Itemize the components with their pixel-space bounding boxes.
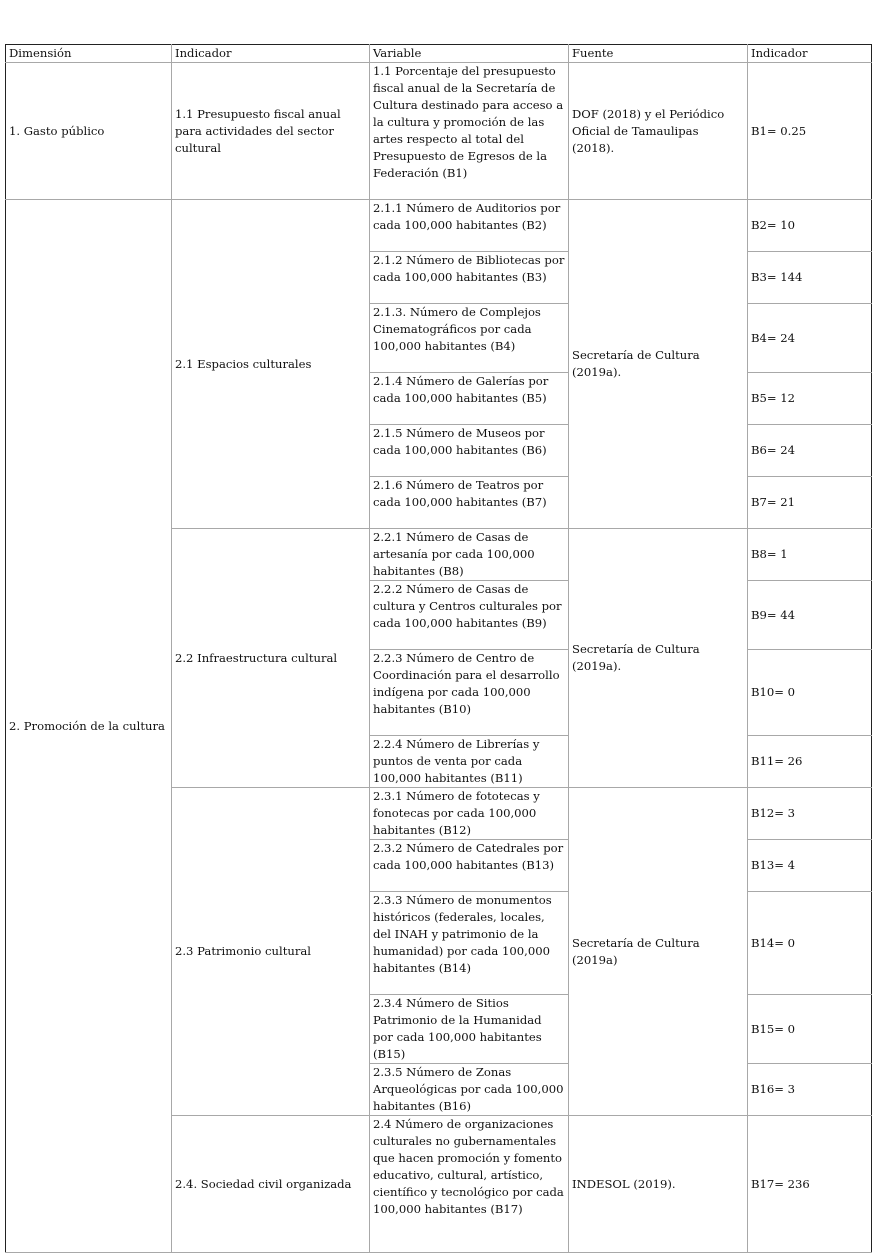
fuente-cell: Secretaría de Cultura (2019a) — [568, 787, 748, 1116]
variable-cell: 2.1.5 Número de Museos por cada 100,000 … — [369, 424, 569, 477]
valor-cell: B6= 24 — [747, 424, 872, 477]
variable-cell: 2.1.6 Número de Teatros por cada 100,000… — [369, 476, 569, 529]
valor-cell: B7= 21 — [747, 476, 872, 529]
indicador-cell: 2.3 Patrimonio cultural — [171, 787, 370, 1116]
table-row: 2.4. Sociedad civil organizada 2.4 Número… — [6, 1115, 872, 1253]
valor-cell: B8= 1 — [747, 528, 872, 581]
indicador-cell: 2.4. Sociedad civil organizada — [171, 1115, 370, 1253]
table-row: 2.2.4 Número de Librerías y puntos de ve… — [6, 735, 872, 788]
variable-cell: 2.3.2 Número de Catedrales por cada 100,… — [369, 839, 569, 892]
indicador-cell: 2.1 Espacios culturales — [171, 199, 370, 529]
indicador-cell: 2.2 Infraestructura cultural — [171, 528, 370, 788]
valor-cell: B14= 0 — [747, 891, 872, 995]
table-row: 1. Gasto público 1.1 Presupuesto fiscal a… — [5, 62, 872, 200]
table-row: 2.1.6 Número de Teatros por cada 100,000… — [6, 476, 872, 529]
table-row: 2. Promoción de la cultura 2.1 Espacios c… — [5, 199, 872, 1253]
table-row: 2.1.4 Número de Galerías por cada 100,00… — [6, 372, 872, 425]
table-row: 2.3.4 Número de Sitios Patrimonio de la … — [6, 994, 872, 1064]
table-row: 2.2.3 Número de Centro de Coordinación p… — [6, 649, 872, 736]
table-row: 2.3.3 Número de monumentos históricos (f… — [6, 891, 872, 995]
variable-cell: 2.1.3. Número de Complejos Cinematográfi… — [369, 303, 569, 373]
valor-cell: B15= 0 — [747, 994, 872, 1064]
fuente-cell: DOF (2018) y el Periódico Oficial de Tam… — [568, 62, 748, 200]
table-row: 2.1.3. Número de Complejos Cinematográfi… — [6, 303, 872, 373]
variable-cell: 2.2.4 Número de Librerías y puntos de ve… — [369, 735, 569, 788]
valor-cell: B5= 12 — [747, 372, 872, 425]
header-dimension: Dimensión — [5, 44, 172, 63]
variable-cell: 2.1.2 Número de Bibliotecas por cada 100… — [369, 251, 569, 304]
table-row: 2.2 Infraestructura cultural 2.2.1 Número… — [6, 528, 872, 788]
header-row: Dimensión Indicador Variable Fuente Indi… — [5, 44, 872, 63]
valor-cell: B3= 144 — [747, 251, 872, 304]
variable-cell: 2.3.5 Número de Zonas Arqueológicas por … — [369, 1063, 569, 1116]
indicador-cell: 1.1 Presupuesto fiscal anual para activi… — [171, 62, 370, 200]
indicators-table: Dimensión Indicador Variable Fuente Indi… — [5, 44, 872, 1253]
table-row: 2.3 Patrimonio cultural 2.3.1 Número de f… — [6, 787, 872, 1116]
valor-cell: B2= 10 — [747, 199, 872, 252]
fuente-cell: Secretaría de Cultura (2019a). — [568, 528, 748, 788]
variable-cell: 2.2.3 Número de Centro de Coordinación p… — [369, 649, 569, 736]
valor-cell: B10= 0 — [747, 649, 872, 736]
variable-cell: 2.3.1 Número de fototecas y fonotecas po… — [369, 787, 569, 840]
table-row: 2.1.2 Número de Bibliotecas por cada 100… — [6, 251, 872, 304]
variable-cell: 2.2.1 Número de Casas de artesanía por c… — [369, 528, 569, 581]
valor-cell: B17= 236 — [747, 1115, 872, 1253]
variable-cell: 2.1.4 Número de Galerías por cada 100,00… — [369, 372, 569, 425]
valor-cell: B13= 4 — [747, 839, 872, 892]
variable-cell: 2.4 Número de organizaciones culturales … — [369, 1115, 569, 1253]
variable-cell: 1.1 Porcentaje del presupuesto fiscal an… — [369, 62, 569, 200]
header-valor: Indicador — [747, 44, 872, 63]
variable-cell: 2.1.1 Número de Auditorios por cada 100,… — [369, 199, 569, 252]
valor-cell: B12= 3 — [747, 787, 872, 840]
valor-cell: B9= 44 — [747, 580, 872, 650]
valor-cell: B1= 0.25 — [747, 62, 872, 200]
fuente-cell: Secretaría de Cultura (2019a). — [568, 199, 748, 529]
table-row: 2.1.5 Número de Museos por cada 100,000 … — [6, 424, 872, 477]
variable-cell: 2.3.3 Número de monumentos históricos (f… — [369, 891, 569, 995]
table-row: 2.3.2 Número de Catedrales por cada 100,… — [6, 839, 872, 892]
header-fuente: Fuente — [568, 44, 748, 63]
table-row: 2.2.2 Número de Casas de cultura y Centr… — [6, 580, 872, 650]
valor-cell: B4= 24 — [747, 303, 872, 373]
dimension-cell: 2. Promoción de la cultura — [5, 199, 172, 1253]
variable-cell: 2.3.4 Número de Sitios Patrimonio de la … — [369, 994, 569, 1064]
variable-cell: 2.2.2 Número de Casas de cultura y Centr… — [369, 580, 569, 650]
header-indicador: Indicador — [171, 44, 370, 63]
valor-cell: B16= 3 — [747, 1063, 872, 1116]
valor-cell: B11= 26 — [747, 735, 872, 788]
fuente-cell: INDESOL (2019). — [568, 1115, 748, 1253]
header-variable: Variable — [369, 44, 569, 63]
dimension-cell: 1. Gasto público — [5, 62, 172, 200]
